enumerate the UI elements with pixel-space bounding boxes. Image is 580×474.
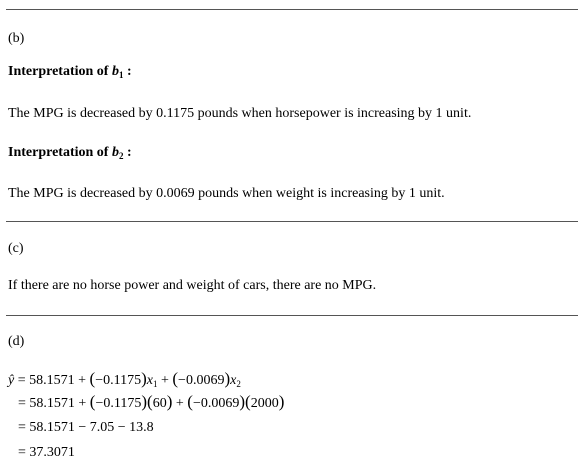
b2-heading-prefix: Interpretation of [8,145,112,160]
part-c-text: If there are no horse power and weight o… [8,278,377,293]
part-d-label: (d) [8,334,25,349]
eq2-plus: + [172,396,188,411]
b1-colon: : [123,64,132,79]
eq1-x2-sub: 2 [236,379,241,389]
divider-c-d [6,315,578,316]
b1-heading: Interpretation of b1 : [8,63,132,84]
equation-line-1: ŷ = 58.1571 + (−0.1175)x1 + (−0.0069)x2 [8,369,241,389]
b1-symbol: b [111,64,119,79]
b2-interpretation-text: The MPG is decreased by 0.0069 pounds wh… [8,186,445,201]
b2-colon: : [123,145,132,160]
b2-symbol: b [111,145,119,160]
b1-subscript: 1 [118,70,124,80]
y-hat-symbol: ŷ [8,373,15,388]
top-divider [6,9,578,10]
equation-line-3: = 58.1571 − 7.05 − 13.8 [18,420,154,435]
eq2-coef-2: −0.0069 [192,396,240,411]
divider-b-c [6,221,578,222]
eq1-plus: + [157,373,173,388]
part-b-label: (b) [8,31,25,46]
eq2-horsepower: 60 [152,396,167,411]
b1-interpretation-text: The MPG is decreased by 0.1175 pounds wh… [8,106,472,121]
eq2-coef-1: −0.1175 [95,396,142,411]
eq1-coef-2: −0.0069 [178,373,225,388]
eq1-coef-1: −0.1175 [95,373,142,388]
eq1-intercept: = 58.1571 + [14,373,90,388]
b2-subscript: 2 [118,151,124,161]
equation-line-2: = 58.1571 + (−0.1175)(60) + (−0.0069)(20… [18,392,285,411]
eq1-x1: x [146,373,153,388]
part-c-label: (c) [8,241,24,256]
eq1-x2: x [230,373,237,388]
eq2-intercept: = 58.1571 + [18,396,90,411]
equation-line-4: = 37.3071 [18,445,75,460]
b1-heading-prefix: Interpretation of [8,64,112,79]
eq1-x1-sub: 1 [152,379,158,389]
eq2-weight: 2000 [250,396,279,411]
b2-heading: Interpretation of b2 : [8,144,132,165]
